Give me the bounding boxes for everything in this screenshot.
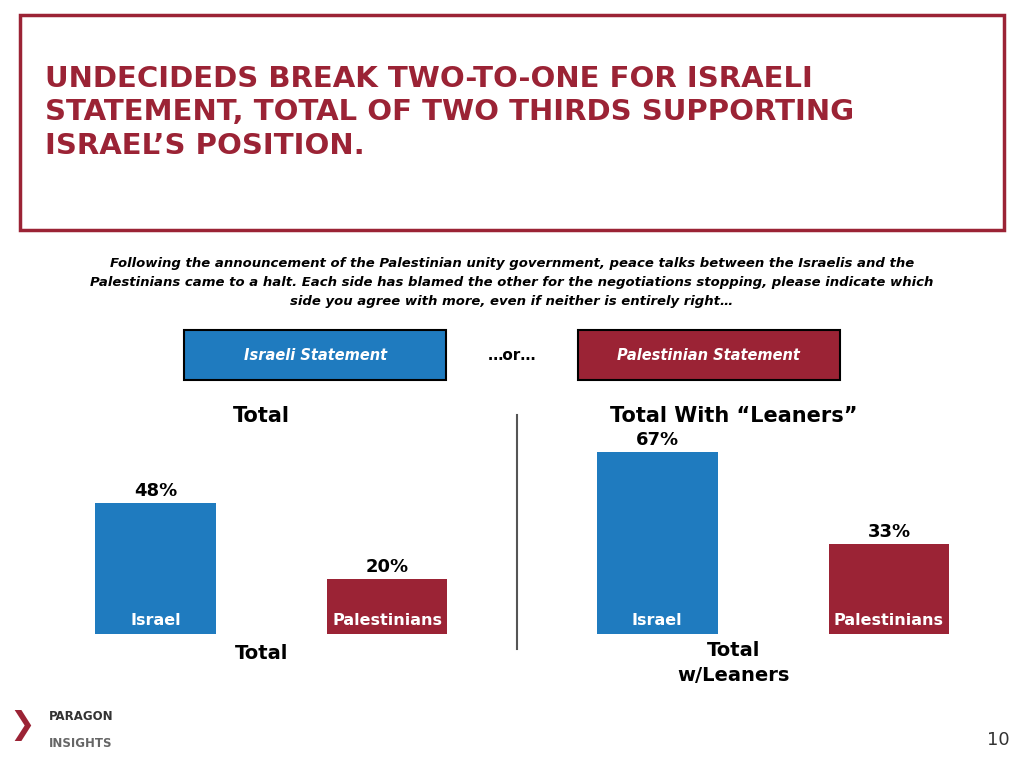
Text: Following the announcement of the Palestinian unity government, peace talks betw: Following the announcement of the Palest…	[90, 257, 934, 308]
Bar	[597, 452, 718, 634]
Bar	[828, 544, 949, 634]
Text: …or…: …or…	[487, 348, 537, 362]
Text: 67%: 67%	[636, 431, 679, 449]
Text: Israel: Israel	[130, 613, 181, 628]
FancyBboxPatch shape	[20, 15, 1004, 230]
Text: Palestinians: Palestinians	[332, 613, 442, 628]
Text: Israeli Statement: Israeli Statement	[244, 348, 387, 362]
Text: Total: Total	[233, 406, 290, 426]
Bar	[327, 579, 447, 634]
Text: UNDECIDEDS BREAK TWO-TO-ONE FOR ISRAELI
STATEMENT, TOTAL OF TWO THIRDS SUPPORTIN: UNDECIDEDS BREAK TWO-TO-ONE FOR ISRAELI …	[45, 65, 854, 160]
Text: 10: 10	[987, 731, 1010, 750]
Text: 20%: 20%	[366, 558, 409, 576]
Text: PARAGON: PARAGON	[49, 710, 114, 723]
FancyBboxPatch shape	[578, 330, 840, 380]
FancyBboxPatch shape	[184, 330, 446, 380]
Text: Palestinian Statement: Palestinian Statement	[617, 348, 800, 362]
Text: 48%: 48%	[134, 482, 177, 500]
Text: Israel: Israel	[632, 613, 683, 628]
Text: Total
w/Leaners: Total w/Leaners	[677, 641, 790, 685]
Text: Palestinians: Palestinians	[834, 613, 944, 628]
Text: ❯: ❯	[10, 710, 35, 740]
Text: Total: Total	[236, 644, 289, 663]
Text: INSIGHTS: INSIGHTS	[49, 737, 113, 750]
Text: 33%: 33%	[867, 523, 910, 541]
Text: Total With “Leaners”: Total With “Leaners”	[609, 406, 857, 426]
Bar	[95, 503, 216, 634]
